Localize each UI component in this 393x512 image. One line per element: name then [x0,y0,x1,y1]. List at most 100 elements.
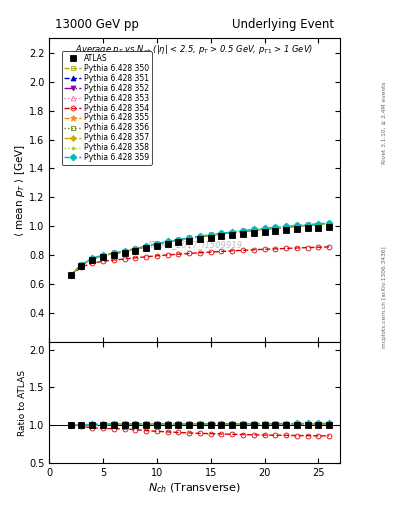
Pythia 6.428 356 [252,227,256,233]
Pythia 6.428 352 [111,250,116,257]
Pythia 6.428 356 [68,272,73,278]
Pythia 6.428 354 [79,264,84,270]
Pythia 6.428 355 [208,232,213,239]
Pythia 6.428 356 [219,231,224,237]
Pythia 6.428 351 [219,231,224,237]
Pythia 6.428 350 [316,222,321,228]
Pythia 6.428 359 [219,230,224,237]
Line: Pythia 6.428 351: Pythia 6.428 351 [68,221,332,278]
Pythia 6.428 356 [327,221,332,227]
Pythia 6.428 358 [144,244,149,250]
Pythia 6.428 359 [111,250,116,256]
Pythia 6.428 351 [165,239,170,245]
Pythia 6.428 350 [241,228,245,234]
Pythia 6.428 352 [208,232,213,239]
Line: ATLAS: ATLAS [68,224,332,278]
Pythia 6.428 351 [316,222,321,228]
ATLAS [154,243,159,249]
Pythia 6.428 356 [262,226,267,232]
Pythia 6.428 354 [230,248,235,254]
Pythia 6.428 352 [176,237,181,243]
Pythia 6.428 355 [187,236,191,242]
Pythia 6.428 356 [111,250,116,257]
Pythia 6.428 350 [198,233,202,240]
Pythia 6.428 350 [90,255,95,262]
Pythia 6.428 356 [294,223,299,229]
Pythia 6.428 357 [273,225,278,231]
Text: 13000 GeV pp: 13000 GeV pp [55,18,139,31]
Pythia 6.428 353 [133,246,138,252]
Pythia 6.428 352 [122,248,127,254]
Pythia 6.428 357 [294,223,299,229]
Pythia 6.428 357 [316,222,321,228]
Pythia 6.428 352 [230,229,235,236]
Pythia 6.428 359 [273,224,278,230]
Pythia 6.428 355 [284,224,288,230]
Pythia 6.428 354 [68,272,73,279]
Pythia 6.428 353 [79,262,84,268]
Pythia 6.428 353 [208,232,213,239]
Pythia 6.428 351 [284,224,288,230]
Pythia 6.428 357 [284,224,288,230]
Text: Underlying Event: Underlying Event [232,18,334,31]
Pythia 6.428 359 [284,223,288,229]
ATLAS [273,228,278,234]
Pythia 6.428 358 [294,223,299,229]
Pythia 6.428 355 [111,250,116,257]
Pythia 6.428 355 [305,222,310,228]
Pythia 6.428 354 [241,247,245,253]
ATLAS [101,254,105,260]
Pythia 6.428 357 [219,231,224,237]
Pythia 6.428 358 [68,272,73,278]
Pythia 6.428 356 [284,224,288,230]
Pythia 6.428 353 [101,252,105,259]
Pythia 6.428 354 [122,256,127,262]
Pythia 6.428 353 [68,272,73,278]
Pythia 6.428 351 [79,262,84,268]
Pythia 6.428 356 [305,222,310,228]
Pythia 6.428 351 [327,221,332,227]
Pythia 6.428 359 [101,252,105,258]
Pythia 6.428 356 [198,233,202,240]
Line: Pythia 6.428 357: Pythia 6.428 357 [69,222,331,277]
Pythia 6.428 351 [111,250,116,257]
Pythia 6.428 353 [284,224,288,230]
Pythia 6.428 354 [111,257,116,263]
Pythia 6.428 358 [198,233,202,240]
ATLAS [176,239,181,245]
Pythia 6.428 359 [316,221,321,227]
Pythia 6.428 359 [122,248,127,254]
Pythia 6.428 357 [111,250,116,257]
ATLAS [252,229,256,236]
Pythia 6.428 354 [219,248,224,254]
Pythia 6.428 354 [316,244,321,250]
Pythia 6.428 350 [252,227,256,233]
Pythia 6.428 359 [165,239,170,245]
Pythia 6.428 351 [230,229,235,236]
Pythia 6.428 355 [327,221,332,227]
Pythia 6.428 355 [176,237,181,243]
ATLAS [305,225,310,231]
Pythia 6.428 350 [187,236,191,242]
ATLAS [219,233,224,239]
Pythia 6.428 351 [241,228,245,234]
Pythia 6.428 359 [68,272,73,278]
Pythia 6.428 351 [294,223,299,229]
Pythia 6.428 354 [101,258,105,264]
Pythia 6.428 359 [79,262,84,268]
Pythia 6.428 357 [252,227,256,233]
Pythia 6.428 359 [252,226,256,232]
Pythia 6.428 355 [262,226,267,232]
Pythia 6.428 350 [165,239,170,245]
Legend: ATLAS, Pythia 6.428 350, Pythia 6.428 351, Pythia 6.428 352, Pythia 6.428 353, P: ATLAS, Pythia 6.428 350, Pythia 6.428 35… [62,51,152,165]
Pythia 6.428 354 [90,260,95,266]
Pythia 6.428 351 [262,226,267,232]
Pythia 6.428 353 [262,226,267,232]
Pythia 6.428 357 [144,244,149,250]
Line: Pythia 6.428 358: Pythia 6.428 358 [68,221,332,278]
Pythia 6.428 350 [79,262,84,268]
Pythia 6.428 357 [208,232,213,239]
Pythia 6.428 355 [198,233,202,240]
Pythia 6.428 356 [208,232,213,239]
Pythia 6.428 350 [154,241,159,247]
